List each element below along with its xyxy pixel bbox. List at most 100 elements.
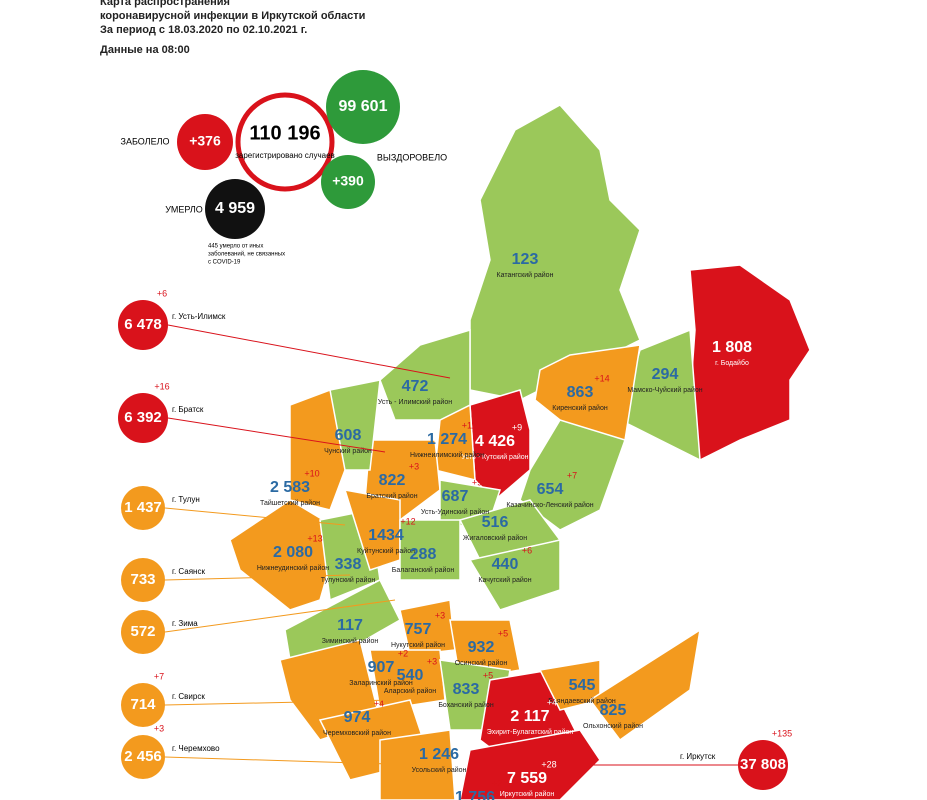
city-increment: +6 <box>157 288 167 298</box>
district-increment: +11 <box>462 420 477 430</box>
district-increment: +13 <box>307 533 322 543</box>
city-value: 6 392 <box>124 409 162 426</box>
district-value: 2 080 <box>273 544 313 561</box>
district-value: 117 <box>337 617 363 634</box>
district-name: Киренский район <box>552 404 608 412</box>
regions <box>229 104 811 800</box>
district-increment: +10 <box>304 468 319 478</box>
district-name: Усть - Кутский район <box>461 453 528 461</box>
district-increment: +2 <box>492 778 502 788</box>
district-name: Куйтунский район <box>357 547 415 555</box>
city-value: 714 <box>130 696 156 713</box>
city-bubble <box>738 740 788 790</box>
city-value: 733 <box>130 571 155 588</box>
district-name: Жигаловский район <box>463 534 527 542</box>
district-name: Мамско-Чуйский район <box>627 386 702 394</box>
city-name: г. Свирск <box>172 692 205 701</box>
recovered-bubble <box>326 70 400 144</box>
city-bubble <box>121 486 165 530</box>
deaths-note: заболеваний, не связанных <box>208 251 285 258</box>
district-value: 294 <box>652 366 679 383</box>
district-value: 974 <box>344 709 371 726</box>
city-bubble <box>118 300 168 350</box>
district-name: Катангский район <box>497 271 554 279</box>
district-name: Ольхонский район <box>583 722 643 730</box>
district-name: Зиминский район <box>322 637 379 645</box>
district-increment: +14 <box>594 373 609 383</box>
region <box>284 578 401 661</box>
district-name: Балаганский район <box>392 566 455 574</box>
district-increment: +5 <box>498 628 508 638</box>
district-increment: +3 <box>427 656 437 666</box>
city-name: г. Усть-Илимск <box>172 312 226 321</box>
district-value: 757 <box>405 621 432 638</box>
city-increment: +3 <box>154 723 164 733</box>
city-value: 2 456 <box>124 748 162 765</box>
city-value: 1 437 <box>124 499 162 516</box>
region <box>519 419 626 531</box>
city-leader <box>164 507 346 526</box>
city-bubble <box>121 610 165 654</box>
region <box>399 519 461 581</box>
district-value: 1 274 <box>427 431 467 448</box>
district-value: 687 <box>442 488 469 505</box>
district-value: 608 <box>335 427 362 444</box>
deaths-label: УМЕРЛО <box>165 204 203 214</box>
district-value: 863 <box>567 384 594 401</box>
deaths: 4 959 <box>215 200 255 217</box>
district-name: Нижнеудинский район <box>257 564 329 572</box>
district-name: Усть - Илимский район <box>378 398 452 406</box>
total: 110 196 <box>249 122 320 144</box>
region <box>588 628 702 742</box>
district-increment: +7 <box>567 470 577 480</box>
district-value: 833 <box>453 681 480 698</box>
district-value: 1 246 <box>419 746 459 763</box>
deaths-bubble <box>205 179 265 239</box>
total-caption: зарегистрировано случаев <box>235 151 335 160</box>
district-value: 822 <box>379 472 406 489</box>
district-increment: +28 <box>541 759 556 769</box>
district-increment: +5 <box>483 670 493 680</box>
city-value: 572 <box>130 623 155 640</box>
district-value: 540 <box>397 667 424 684</box>
district-increment: +9 <box>512 422 522 432</box>
district-increment: +4 <box>374 698 384 708</box>
total-bubble <box>235 92 335 192</box>
city-name: г. Саянск <box>172 567 205 576</box>
district-name: Осинский район <box>455 659 508 667</box>
district-name: Братский район <box>366 492 417 500</box>
district-value: 123 <box>512 251 539 268</box>
recovered-label: ВЫЗДОРОВЕЛО <box>377 152 447 162</box>
district-name: г. Бодайбо <box>715 359 749 367</box>
city-leader <box>167 417 386 453</box>
infected-increment: +376 <box>189 133 221 149</box>
district-name: Казачинско-Ленский район <box>506 501 593 509</box>
district-name: Усольский район <box>412 766 467 774</box>
deaths-note: с COVID-19 <box>208 260 241 266</box>
district-name: Иркутский район <box>500 790 555 798</box>
region <box>289 388 346 511</box>
district-value: 1 756 <box>455 789 495 800</box>
district-name: Тулунский район <box>321 576 376 584</box>
district-name: Аларский район <box>384 687 436 695</box>
district-name: Чунский район <box>324 447 372 455</box>
city-bubble <box>118 393 168 443</box>
region <box>459 729 601 800</box>
district-value: 4 426 <box>475 433 515 450</box>
city-name: г. Зима <box>172 619 198 628</box>
district-name: Нижнеилимский район <box>410 451 484 459</box>
district-value: 2 583 <box>270 479 310 496</box>
district-value: 907 <box>368 659 395 676</box>
region <box>229 499 341 611</box>
district-name: Нукутский район <box>391 641 445 649</box>
district-value: 288 <box>410 546 437 563</box>
district-name: Баяндаевский район <box>548 697 616 705</box>
city-name: г. Тулун <box>172 495 200 504</box>
district-value: 932 <box>468 639 495 656</box>
district-name: Эхирит-Булагатский район <box>487 728 574 736</box>
district-value: 545 <box>569 677 596 694</box>
district-name: Черемховский район <box>323 729 391 737</box>
deaths-note: 445 умерло от иных <box>208 244 263 250</box>
district-increment: +2 <box>398 648 408 658</box>
